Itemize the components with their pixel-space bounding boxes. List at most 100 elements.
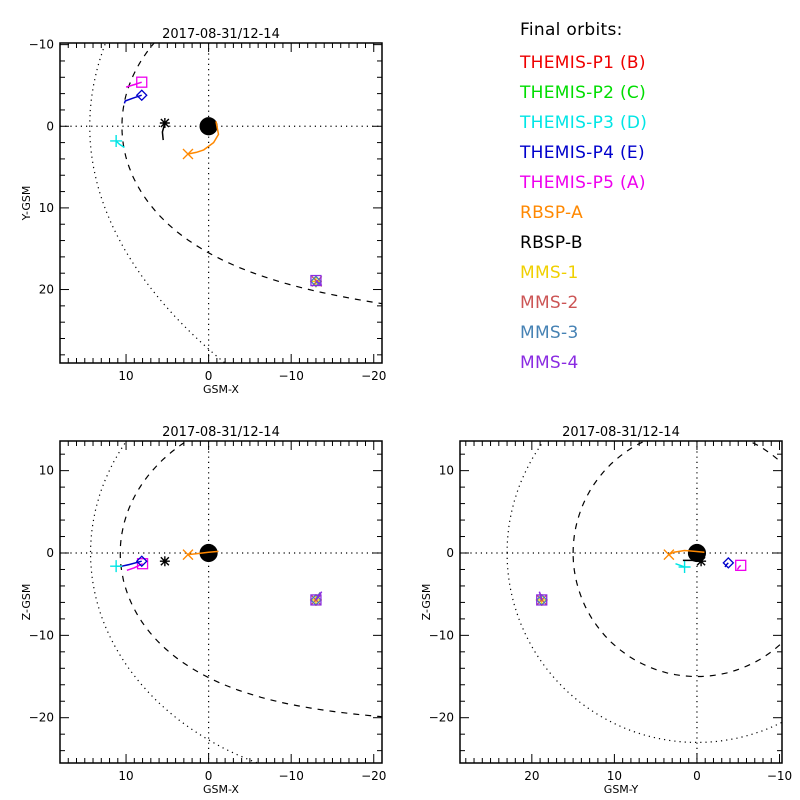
spacecraft-themis-p5-a	[735, 559, 747, 572]
plus-marker	[110, 134, 123, 147]
diamond-marker	[722, 556, 735, 569]
legend-item-mms-1: MMS-1	[520, 263, 579, 283]
y-tick-label: −10	[429, 628, 454, 642]
spacecraft-rbsp-a	[182, 549, 219, 561]
x-tick-label: −10	[279, 769, 304, 783]
orbit-trail	[668, 549, 705, 556]
plus-marker	[110, 560, 123, 573]
x-marker	[536, 594, 548, 606]
legend: Final orbits: THEMIS-P1 (B) THEMIS-P2 (C…	[520, 18, 647, 378]
y-tick-label: −10	[29, 628, 54, 642]
y-tick-label: 0	[446, 546, 454, 560]
plot-frame	[59, 440, 383, 764]
asterisk-marker	[159, 118, 170, 128]
legend-item-themis-p5: THEMIS-P5 (A)	[520, 173, 646, 193]
legend-item-mms-4: MMS-4	[520, 353, 579, 373]
magnetopause-curve	[572, 441, 782, 678]
spacecraft-themis-p4-e	[123, 89, 148, 104]
diamond-marker	[310, 275, 322, 288]
x-tick-label: 10	[118, 769, 133, 783]
spacecraft-themis-p3-d	[110, 134, 125, 149]
spacecraft-themis-p3-d	[675, 561, 691, 573]
legend-title: Final orbits:	[520, 20, 623, 40]
y-tick-label: −20	[429, 711, 454, 725]
y-tick-label: 10	[439, 464, 454, 478]
x-tick-label: 0	[693, 769, 701, 783]
orbit-trail	[538, 591, 543, 601]
spacecraft-themis-p3-d	[110, 560, 123, 573]
plot-title: 2017-08-31/12-14	[562, 425, 680, 440]
square-marker	[735, 559, 747, 572]
diamond-marker	[135, 89, 148, 102]
plot-area	[60, 43, 382, 363]
plot-title: 2017-08-31/12-14	[162, 27, 280, 42]
square-marker	[536, 594, 548, 606]
bow-shock-curve	[89, 441, 260, 763]
square-marker	[310, 274, 322, 287]
spacecraft-rbsp-b	[159, 556, 170, 567]
earth-marker	[199, 543, 218, 563]
orbit-trail	[115, 140, 125, 149]
spacecraft-rbsp-a	[182, 121, 220, 160]
earth-marker	[199, 117, 218, 136]
x-tick-label: −10	[767, 769, 792, 783]
orbit-trail	[123, 94, 142, 104]
spacecraft-rbsp-b	[682, 556, 707, 567]
orbit-trail	[187, 121, 220, 155]
spacecraft-mms-4	[310, 274, 323, 287]
bow-shock-curve	[89, 43, 226, 363]
square-marker	[310, 594, 322, 606]
diamond-marker	[135, 555, 148, 568]
y-tick-label: 10	[39, 201, 54, 215]
legend-item-mms-2: MMS-2	[520, 293, 579, 313]
x-tick-label: 0	[205, 769, 213, 783]
y-tick-label: 10	[39, 464, 54, 478]
spacecraft-themis-p5-a	[125, 76, 148, 88]
legend-item-mms-3: MMS-3	[520, 323, 579, 343]
x-axis-label: GSM-X	[203, 383, 239, 396]
x-tick-label: 10	[118, 369, 133, 383]
legend-item-themis-p2: THEMIS-P2 (C)	[520, 83, 647, 103]
y-axis-label: Y-GSM	[20, 186, 33, 222]
x-tick-label: −20	[361, 769, 386, 783]
orbit-trail	[315, 591, 323, 601]
x-axis-label: GSM-Y	[604, 783, 639, 796]
orbit-trail	[125, 81, 142, 88]
y-tick-label: 20	[39, 283, 54, 297]
x-tick-label: −10	[279, 369, 304, 383]
plot-area	[60, 441, 382, 763]
y-tick-label: 0	[46, 546, 54, 560]
x-marker	[182, 148, 194, 160]
plot-frame	[59, 42, 383, 364]
panel-bottom-right: 20 10 0 −10 10 0 −10 −20 2017-08-31/12-14 GSM-Y Z-…	[420, 425, 792, 796]
y-axis-label: Z-GSM	[420, 584, 433, 621]
asterisk-marker	[696, 556, 707, 567]
spacecraft-mms-4	[536, 591, 548, 606]
legend-item-themis-p3: THEMIS-P3 (D)	[520, 113, 648, 133]
square-marker	[136, 76, 148, 88]
y-tick-label: −20	[29, 711, 54, 725]
x-marker	[310, 594, 322, 606]
orbit-trail	[161, 122, 166, 141]
plot-frame	[459, 440, 783, 764]
spacecraft-themis-p4-e	[121, 555, 148, 568]
legend-item-rbsp-b: RBSP-B	[520, 233, 583, 253]
y-tick-label: 0	[46, 119, 54, 133]
legend-item-themis-p4: THEMIS-P4 (E)	[520, 143, 645, 163]
y-axis-label: Z-GSM	[20, 584, 33, 621]
panel-bottom-left: 10 0 −10 −20 10 0 −10 −20 2017-08-31/12-14 GSM-X Z…	[20, 425, 386, 796]
panel-top-left: 10 0 −10 −20 −10 0 10 20 2017-08-31/12-14 GSM-X Y-…	[20, 27, 386, 396]
x-tick-label: −20	[361, 369, 386, 383]
plot-title: 2017-08-31/12-14	[162, 425, 280, 440]
spacecraft-mms-4	[310, 591, 323, 606]
orbit-trail	[736, 564, 742, 570]
legend-item-rbsp-a: RBSP-A	[520, 203, 584, 223]
x-marker	[182, 549, 194, 561]
magnetopause-curve	[119, 441, 382, 718]
y-tick-label: −10	[29, 38, 54, 52]
plot-area	[460, 441, 782, 763]
x-axis-label: GSM-X	[203, 783, 239, 796]
spacecraft-rbsp-b	[159, 118, 170, 141]
plus-marker	[678, 561, 691, 573]
